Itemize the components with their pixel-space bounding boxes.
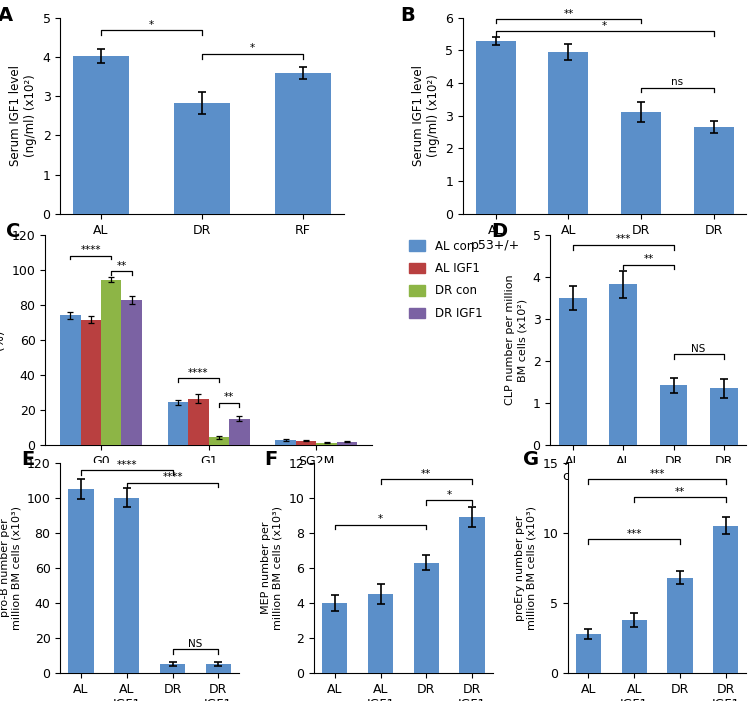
- Text: A: A: [0, 6, 13, 25]
- Y-axis label: MEP number per
million BM cells (x10³): MEP number per million BM cells (x10³): [262, 506, 283, 629]
- Text: ns: ns: [671, 77, 683, 88]
- Bar: [576, 634, 601, 673]
- Bar: [713, 526, 738, 673]
- Bar: [209, 437, 229, 445]
- Y-axis label: CLP number per million
BM cells (x10²): CLP number per million BM cells (x10²): [505, 275, 527, 405]
- Bar: [609, 285, 637, 445]
- Text: ****: ****: [188, 368, 209, 378]
- Text: ***: ***: [627, 529, 642, 539]
- Text: ****: ****: [117, 460, 137, 470]
- Bar: [667, 578, 693, 673]
- Text: **: **: [116, 261, 127, 271]
- Bar: [710, 388, 737, 445]
- Bar: [114, 498, 139, 673]
- Text: ****: ****: [162, 472, 182, 482]
- Text: **: **: [643, 254, 654, 264]
- Text: ***: ***: [649, 468, 665, 479]
- Text: ***: ***: [615, 234, 631, 245]
- Bar: [368, 594, 393, 673]
- Bar: [621, 620, 647, 673]
- Bar: [121, 300, 142, 445]
- Text: G: G: [523, 450, 539, 469]
- Text: *: *: [378, 514, 383, 524]
- Y-axis label: Percentage of HSCs
(%): Percentage of HSCs (%): [0, 282, 6, 398]
- Bar: [660, 386, 688, 445]
- Bar: [160, 664, 185, 673]
- Y-axis label: Serum IGF1 level
(ng/ml) (x10²): Serum IGF1 level (ng/ml) (x10²): [412, 65, 440, 166]
- Text: **: **: [224, 393, 234, 402]
- Y-axis label: pro-B number per
million BM cells (x10³): pro-B number per million BM cells (x10³): [0, 506, 21, 629]
- Text: NS: NS: [188, 639, 203, 648]
- Text: NS: NS: [691, 343, 706, 354]
- Bar: [229, 419, 250, 445]
- Bar: [317, 442, 337, 445]
- Bar: [275, 440, 296, 445]
- Bar: [206, 665, 231, 673]
- Bar: [69, 489, 93, 673]
- Text: ****: ****: [81, 245, 101, 255]
- Bar: [101, 280, 121, 445]
- Text: *: *: [446, 489, 452, 500]
- Y-axis label: Serum IGF1 level
(ng/ml) (x10²): Serum IGF1 level (ng/ml) (x10²): [9, 65, 37, 166]
- Text: C: C: [6, 222, 20, 241]
- Bar: [337, 442, 357, 445]
- Text: **: **: [675, 486, 685, 497]
- Bar: [621, 111, 661, 214]
- Bar: [296, 441, 317, 445]
- Bar: [73, 56, 129, 214]
- Legend: AL con, AL IGF1, DR con, DR IGF1: AL con, AL IGF1, DR con, DR IGF1: [404, 235, 487, 325]
- Text: *: *: [250, 43, 255, 53]
- Bar: [694, 127, 734, 214]
- Bar: [168, 402, 188, 445]
- Text: **: **: [421, 468, 431, 479]
- Bar: [275, 74, 331, 214]
- Text: D: D: [492, 222, 507, 241]
- Text: *: *: [602, 21, 607, 31]
- Text: **: **: [563, 8, 574, 19]
- Bar: [476, 41, 516, 214]
- Text: F: F: [264, 450, 277, 469]
- Text: B: B: [400, 6, 415, 25]
- Bar: [559, 298, 587, 445]
- Y-axis label: proEry number per
million BM cells (x10³): proEry number per million BM cells (x10³…: [515, 506, 537, 629]
- Text: *: *: [149, 20, 154, 29]
- Bar: [459, 517, 485, 673]
- Bar: [60, 315, 81, 445]
- Text: E: E: [21, 450, 34, 469]
- Bar: [322, 603, 348, 673]
- Bar: [188, 399, 209, 445]
- Bar: [414, 562, 439, 673]
- Bar: [548, 52, 588, 214]
- Bar: [81, 320, 101, 445]
- Bar: [174, 103, 230, 214]
